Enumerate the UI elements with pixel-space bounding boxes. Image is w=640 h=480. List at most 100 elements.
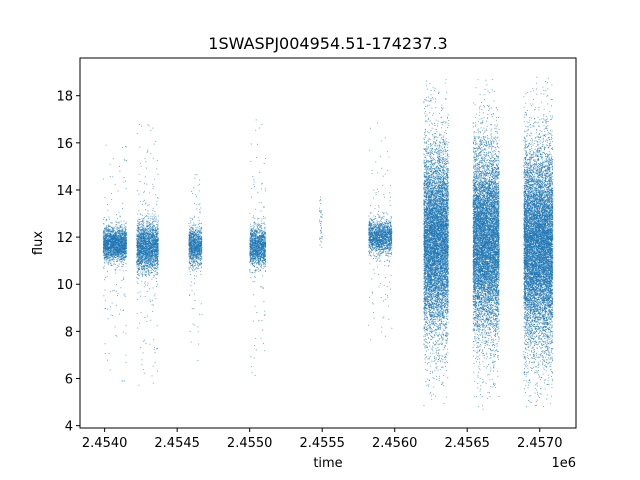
data-point (107, 204, 108, 205)
data-point (114, 241, 115, 242)
data-point (123, 182, 124, 183)
data-point (145, 216, 146, 217)
data-point (125, 263, 126, 264)
data-point (139, 251, 140, 252)
data-point (104, 224, 105, 225)
data-point (121, 280, 122, 281)
data-point (125, 333, 126, 334)
data-point (157, 197, 158, 198)
data-point (113, 229, 114, 230)
data-point (141, 246, 142, 247)
data-point (122, 232, 123, 233)
data-point (112, 259, 113, 260)
data-point (116, 242, 117, 243)
data-point (111, 253, 112, 254)
data-point (146, 216, 147, 217)
data-point (154, 256, 155, 257)
data-point (137, 242, 138, 243)
data-point (124, 247, 125, 248)
data-point (107, 360, 108, 361)
data-point (107, 244, 108, 245)
data-point (122, 203, 123, 204)
data-point (113, 239, 114, 240)
data-point (110, 226, 111, 227)
data-point (107, 234, 108, 235)
data-point (115, 254, 116, 255)
data-point (141, 262, 142, 263)
data-point (149, 224, 150, 225)
data-point (109, 251, 110, 252)
data-point (149, 228, 150, 229)
data-point (147, 239, 148, 240)
data-point (148, 216, 149, 217)
data-point (115, 224, 116, 225)
data-point (111, 244, 112, 245)
data-point (148, 274, 149, 275)
data-point (149, 230, 150, 231)
data-point (140, 254, 141, 255)
data-point (147, 230, 148, 231)
data-point (158, 260, 159, 261)
data-point (118, 252, 119, 253)
data-point (141, 224, 142, 225)
data-point (118, 230, 119, 231)
data-point (154, 215, 155, 216)
data-point (144, 217, 145, 218)
data-point (149, 225, 150, 226)
data-point (122, 266, 123, 267)
data-point (109, 236, 110, 237)
data-point (146, 233, 147, 234)
data-point (157, 370, 158, 371)
data-point (119, 231, 120, 232)
data-point (157, 231, 158, 232)
data-point (149, 259, 150, 260)
data-point (107, 256, 108, 257)
data-point (113, 248, 114, 249)
data-point (124, 225, 125, 226)
data-point (144, 200, 145, 201)
data-point (120, 246, 121, 247)
data-point (109, 257, 110, 258)
data-point (107, 251, 108, 252)
data-point (106, 251, 107, 252)
data-point (154, 347, 155, 348)
data-point (157, 160, 158, 161)
data-point (106, 231, 107, 232)
data-point (145, 251, 146, 252)
data-point (145, 161, 146, 162)
data-point (112, 236, 113, 237)
data-point (152, 228, 153, 229)
data-point (146, 184, 147, 185)
data-point (138, 223, 139, 224)
data-point (157, 284, 158, 285)
data-point (153, 248, 154, 249)
data-point (142, 204, 143, 205)
data-point (147, 246, 148, 247)
data-point (155, 236, 156, 237)
data-point (137, 221, 138, 222)
data-point (103, 242, 104, 243)
data-point (117, 239, 118, 240)
data-point (112, 245, 113, 246)
data-point (106, 219, 107, 220)
data-point (110, 222, 111, 223)
data-point (103, 252, 104, 253)
data-point (147, 223, 148, 224)
data-point (145, 255, 146, 256)
data-point (144, 244, 145, 245)
data-point (103, 237, 104, 238)
data-point (122, 242, 123, 243)
data-point (149, 222, 150, 223)
data-point (117, 222, 118, 223)
data-point (111, 264, 112, 265)
data-point (151, 263, 152, 264)
data-point (147, 251, 148, 252)
data-point (154, 261, 155, 262)
data-point (155, 239, 156, 240)
data-point (119, 171, 120, 172)
data-point (110, 239, 111, 240)
data-point (138, 273, 139, 274)
data-point (143, 223, 144, 224)
data-point (124, 242, 125, 243)
data-point (144, 265, 145, 266)
